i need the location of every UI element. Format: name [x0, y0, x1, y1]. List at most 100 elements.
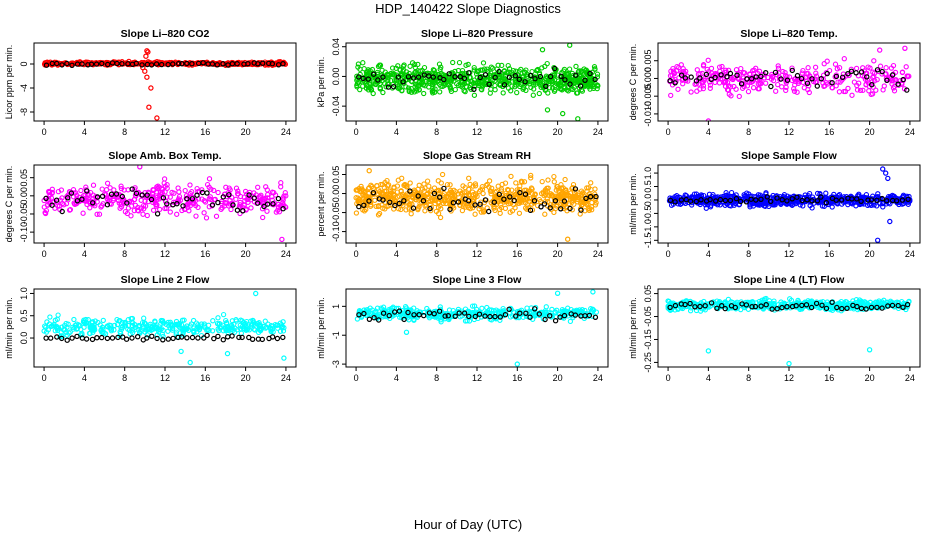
series-point	[233, 196, 239, 202]
reference-point	[874, 197, 880, 203]
series-point	[353, 195, 359, 201]
series-point	[880, 87, 886, 93]
reference-point	[215, 333, 221, 340]
series-point	[100, 317, 106, 324]
reference-point	[774, 306, 780, 312]
series-point	[497, 210, 503, 216]
series-point	[813, 70, 819, 76]
outlier-point	[575, 116, 581, 121]
series-point	[565, 71, 571, 78]
series-point	[480, 60, 487, 66]
reference-point	[165, 336, 171, 342]
reference-point	[158, 61, 165, 68]
series-point	[257, 194, 263, 200]
series-point	[122, 320, 128, 326]
reference-point	[54, 334, 60, 340]
series-point	[164, 194, 170, 200]
series-point	[804, 71, 810, 77]
series-point	[498, 78, 504, 84]
series-point	[594, 85, 600, 92]
series-point	[441, 198, 447, 204]
x-tick-label: 24	[593, 373, 603, 383]
reference-point	[441, 185, 447, 192]
reference-point	[280, 334, 286, 341]
reference-point	[583, 195, 589, 202]
y-tick-label: -1	[331, 331, 341, 339]
series-point	[562, 176, 568, 183]
outlier-point	[705, 118, 712, 121]
series-point	[220, 311, 227, 318]
series-point	[889, 299, 895, 306]
series-point	[510, 67, 517, 74]
series-point	[260, 198, 267, 205]
reference-point	[195, 335, 201, 341]
series-point	[714, 298, 720, 304]
reference-point	[407, 188, 413, 194]
series-point	[576, 194, 582, 201]
series-point	[42, 210, 49, 217]
reference-point	[864, 74, 870, 80]
reference-point	[577, 83, 584, 89]
series-point	[592, 186, 598, 192]
series-point	[137, 323, 143, 329]
series-point	[204, 181, 211, 188]
series-point	[439, 171, 446, 178]
series-point	[52, 317, 58, 323]
series-point	[377, 62, 384, 68]
series-point	[407, 63, 413, 69]
series-point	[550, 85, 556, 91]
outlier-point	[567, 43, 573, 48]
reference-point	[269, 61, 275, 67]
reference-point	[84, 188, 90, 194]
reference-point	[854, 196, 860, 202]
series-point	[864, 301, 870, 307]
reference-point	[547, 73, 554, 80]
series-point	[471, 92, 478, 98]
series-point	[382, 69, 388, 75]
reference-point	[108, 191, 115, 197]
reference-point	[160, 337, 166, 343]
series-point	[380, 89, 386, 96]
series-point	[734, 199, 740, 205]
reference-point	[486, 208, 492, 215]
series-point	[383, 84, 389, 90]
series-point	[853, 65, 860, 72]
series-point	[755, 81, 761, 87]
series-point	[542, 187, 549, 193]
series-point	[899, 69, 906, 76]
reference-point	[572, 312, 579, 318]
reference-point	[586, 312, 593, 319]
reference-point	[838, 197, 845, 203]
series-point	[520, 314, 526, 320]
reference-point	[592, 314, 599, 320]
reference-point	[863, 306, 869, 312]
series-point	[403, 207, 409, 213]
reference-point	[261, 203, 267, 210]
reference-point	[446, 71, 452, 77]
series-point	[775, 65, 782, 71]
series-point	[66, 207, 73, 213]
x-tick-label: 4	[82, 373, 87, 383]
series-point	[841, 300, 847, 306]
series-point	[447, 190, 453, 196]
series-point	[415, 61, 421, 68]
outlier-point	[877, 47, 883, 53]
series-point	[750, 71, 757, 77]
series-point	[813, 73, 820, 79]
series-point	[592, 66, 598, 72]
series-point	[463, 84, 470, 90]
reference-point	[245, 61, 251, 67]
series-point	[853, 297, 860, 303]
x-tick-label: 0	[666, 249, 671, 259]
series-point	[528, 175, 534, 181]
x-tick-label: 12	[784, 127, 794, 137]
y-tick-label: 1.0	[643, 167, 653, 180]
series-point	[170, 325, 176, 331]
y-tick-label: 0.000	[643, 67, 653, 90]
reference-point	[401, 316, 407, 323]
reference-point	[170, 335, 176, 342]
outlier-point	[902, 45, 908, 52]
reference-point	[804, 197, 810, 203]
